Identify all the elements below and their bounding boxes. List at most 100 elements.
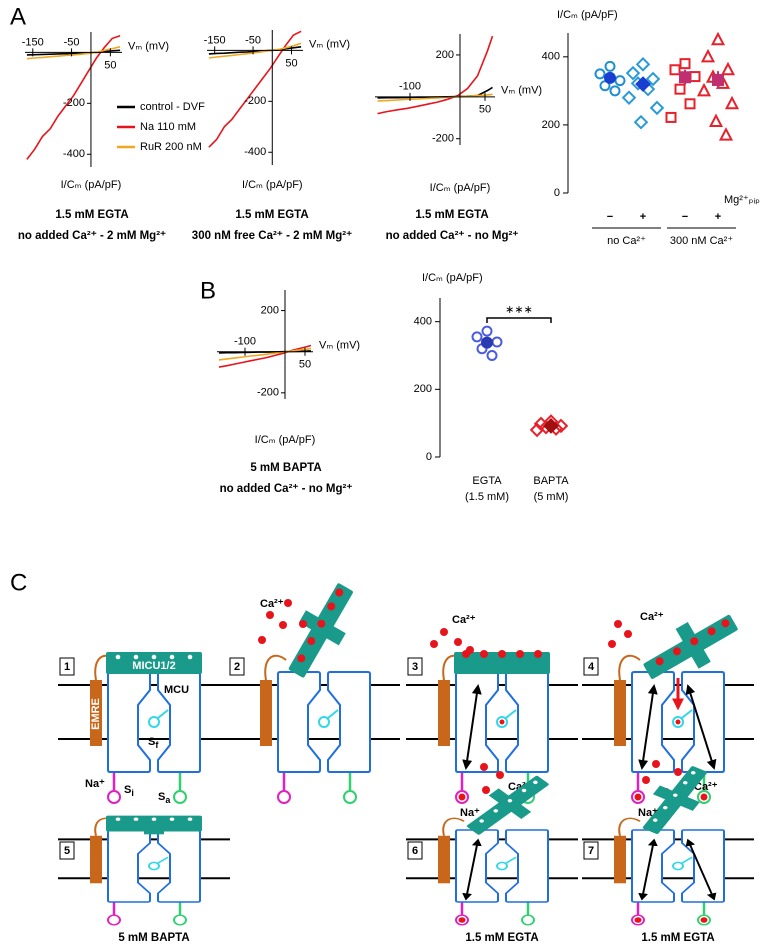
- trace: [208, 46, 302, 55]
- micu: [466, 775, 549, 835]
- gate-motion: [462, 838, 482, 901]
- micu: [106, 815, 202, 832]
- micu: [144, 830, 164, 835]
- mcu-subunit: [327, 671, 371, 773]
- micu-site: [521, 788, 527, 793]
- free-ion: [440, 628, 448, 636]
- filter-stem: [505, 856, 517, 864]
- gate-motion: [638, 684, 658, 770]
- micu-site: [682, 781, 688, 785]
- bound-ion: [634, 917, 642, 923]
- state-box: [583, 841, 599, 860]
- x-tick-label: 50: [285, 57, 297, 69]
- emre: [438, 680, 450, 746]
- micu: [643, 614, 738, 679]
- micu: [298, 610, 346, 646]
- state-number: 2: [234, 661, 240, 673]
- mean-marker: [712, 73, 724, 86]
- condition-caption: 1.5 mM EGTA: [415, 209, 488, 221]
- y-tick-label: 200: [261, 304, 279, 316]
- gate-motion: [685, 838, 717, 901]
- category-note: (1.5 mM): [465, 491, 509, 503]
- condition-caption: no added Ca²⁺ - no Mg²⁺: [220, 483, 353, 495]
- emre-tether: [618, 817, 641, 836]
- micu-site: [498, 650, 506, 658]
- trace: [208, 42, 302, 59]
- micu-site: [151, 654, 157, 660]
- bound-ion: [700, 793, 708, 801]
- inner-gate: [277, 790, 291, 804]
- x-tick-label: -150: [22, 36, 44, 48]
- condition-caption: 5 mM BAPTA: [250, 462, 321, 474]
- x-tick-label: -50: [64, 36, 80, 48]
- free-ion: [266, 611, 274, 619]
- mcu-label: MCU: [164, 684, 189, 696]
- emre: [438, 835, 450, 884]
- x-tick-label: -150: [204, 34, 226, 46]
- data-point: [604, 60, 616, 72]
- filter-stem: [157, 709, 169, 719]
- label-base: S: [158, 791, 165, 803]
- filter-stem: [681, 856, 693, 864]
- emre-tether: [264, 654, 287, 681]
- legend-label: Na 110 mM: [140, 121, 196, 133]
- bound-ion: [675, 719, 681, 725]
- y-tick-label: -200: [244, 95, 266, 107]
- y-tick-label: -200: [63, 97, 85, 109]
- gate-motion: [685, 684, 717, 770]
- micu-site: [721, 619, 730, 628]
- x-tick-label: 50: [104, 59, 116, 71]
- mcu-subunit: [107, 671, 151, 773]
- free-ion: [482, 786, 490, 794]
- group-tick-label: −: [682, 211, 688, 223]
- state-number: 1: [64, 661, 70, 673]
- micu-site: [493, 809, 499, 813]
- condition-caption: 300 nM free Ca²⁺ - 2 mM Mg²⁺: [192, 230, 352, 242]
- bound-ion: [634, 793, 642, 801]
- group-tick-label: −: [607, 211, 613, 223]
- micu-site: [115, 654, 121, 660]
- free-ion: [480, 763, 488, 771]
- trace: [26, 49, 121, 56]
- condition-caption: 1.5 mM EGTA: [641, 932, 714, 944]
- selectivity-filter: [672, 861, 684, 871]
- state-number: 7: [588, 845, 594, 857]
- micu-site: [327, 602, 336, 611]
- condition-caption: 1.5 mM EGTA: [465, 932, 538, 944]
- data-point: [599, 80, 611, 92]
- ion-label: Na⁺: [638, 807, 658, 819]
- outer-gate: [173, 790, 187, 804]
- category-label: BAPTA: [533, 475, 569, 487]
- panel-label: A: [10, 3, 26, 30]
- bound-ion: [700, 917, 708, 923]
- x-tick-label: -100: [234, 336, 256, 348]
- data-point: [665, 111, 677, 123]
- y-axis-label: I/Cₘ (pA/pF): [430, 182, 491, 194]
- data-point: [669, 64, 681, 76]
- data-point: [635, 57, 651, 72]
- free-ion: [284, 599, 292, 607]
- free-ion: [466, 646, 474, 654]
- free-ion: [624, 630, 632, 638]
- emre-label: EMRE: [90, 698, 102, 730]
- emre-tether: [618, 654, 641, 681]
- channel-unit: [58, 815, 230, 926]
- gate-motion: [462, 684, 482, 770]
- y-tick-label: -200: [432, 133, 454, 145]
- x-axis-label: Vₘ (mV): [501, 85, 542, 97]
- label-sub: f: [155, 740, 159, 750]
- y-tick-label: -400: [63, 148, 85, 160]
- condition-caption: 1.5 mM EGTA: [55, 209, 128, 221]
- data-point: [649, 100, 665, 116]
- emre: [90, 835, 102, 884]
- mean-marker: [604, 71, 616, 84]
- free-ion: [608, 640, 616, 648]
- state-box: [583, 657, 599, 676]
- y-axis-label: I/Cₘ (pA/pF): [255, 434, 316, 446]
- trace: [377, 93, 493, 102]
- data-point: [718, 127, 734, 141]
- y-tick-label: 200: [542, 119, 560, 131]
- ion-label: Ca²⁺: [694, 781, 718, 793]
- category-note: (5 mM): [534, 491, 569, 503]
